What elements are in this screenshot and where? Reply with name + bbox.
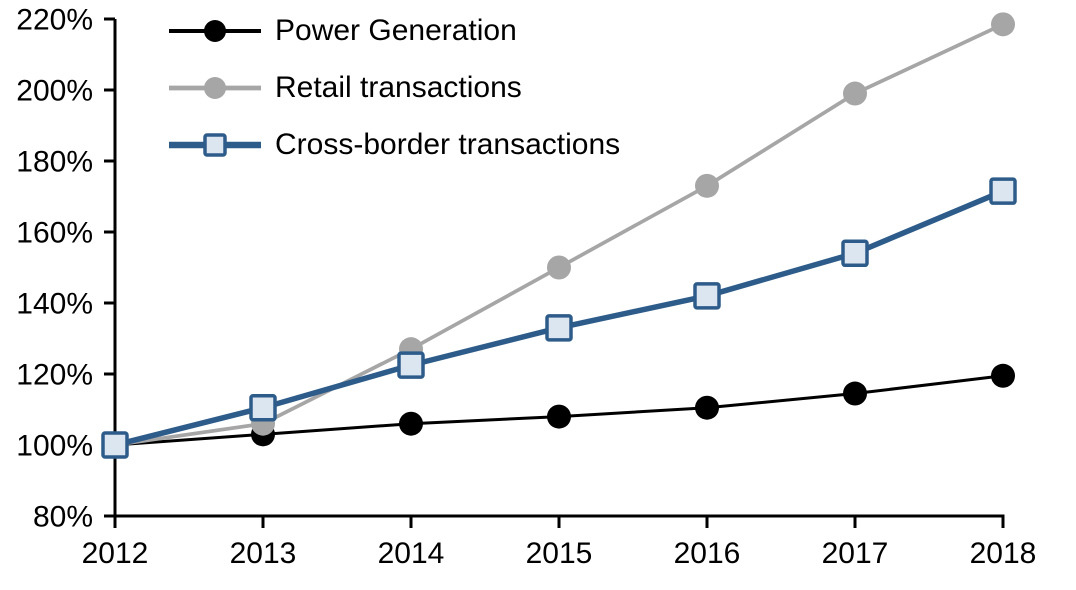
legend-label-retail-transactions: Retail transactions: [275, 70, 522, 104]
data-point-cross-border-transactions: [693, 282, 721, 310]
x-tick-label: 2012: [82, 537, 149, 570]
data-point-cross-border-transactions: [545, 314, 573, 342]
y-tick-label: 180%: [16, 146, 93, 179]
data-point-power-generation: [991, 363, 1015, 388]
x-tick-label: 2014: [378, 537, 445, 570]
legend-item-power-generation: Power Generation: [168, 2, 620, 59]
data-point-power-generation: [399, 411, 423, 436]
x-tick-label: 2017: [822, 537, 889, 570]
data-point-retail-transactions: [695, 173, 719, 198]
legend-sample-power-generation-icon: [169, 19, 261, 42]
y-tick-label: 100%: [16, 430, 93, 463]
data-point-power-generation: [843, 381, 867, 406]
data-point-cross-border-transactions: [397, 351, 425, 379]
legend-circle-marker-icon: [204, 19, 226, 42]
data-point-retail-transactions: [547, 255, 571, 280]
data-point-power-generation: [547, 404, 571, 429]
data-point-power-generation: [695, 395, 719, 420]
data-point-cross-border-transactions: [101, 431, 129, 459]
legend-sample-cross-border-transactions-icon: [169, 132, 261, 157]
x-tick-label: 2015: [526, 537, 593, 570]
legend-label-cross-border-transactions: Cross-border transactions: [275, 127, 621, 161]
data-point-retail-transactions: [991, 12, 1015, 37]
x-tick-label: 2018: [970, 537, 1037, 570]
y-tick-label: 220%: [16, 4, 93, 37]
y-tick-label: 140%: [16, 288, 93, 321]
legend-circle-marker-icon: [204, 76, 226, 99]
data-point-cross-border-transactions: [989, 177, 1017, 205]
y-tick-label: 200%: [16, 75, 93, 108]
legend-label-power-generation: Power Generation: [275, 13, 517, 47]
y-tick-label: 160%: [16, 217, 93, 250]
data-point-cross-border-transactions: [841, 239, 869, 268]
y-tick-label: 80%: [33, 501, 93, 534]
x-tick-label: 2016: [674, 537, 741, 570]
x-tick-label: 2013: [230, 537, 297, 570]
legend-item-retail-transactions: Retail transactions: [168, 59, 620, 116]
y-tick-label: 120%: [16, 359, 93, 392]
legend-sample-retail-transactions-icon: [169, 76, 261, 99]
legend-item-cross-border-transactions: Cross-border transactions: [168, 116, 620, 173]
legend-square-marker-icon: [203, 132, 227, 157]
chart-legend: Power Generation Retail transactions Cro…: [168, 2, 620, 173]
data-point-cross-border-transactions: [249, 393, 277, 422]
data-point-retail-transactions: [843, 81, 867, 106]
